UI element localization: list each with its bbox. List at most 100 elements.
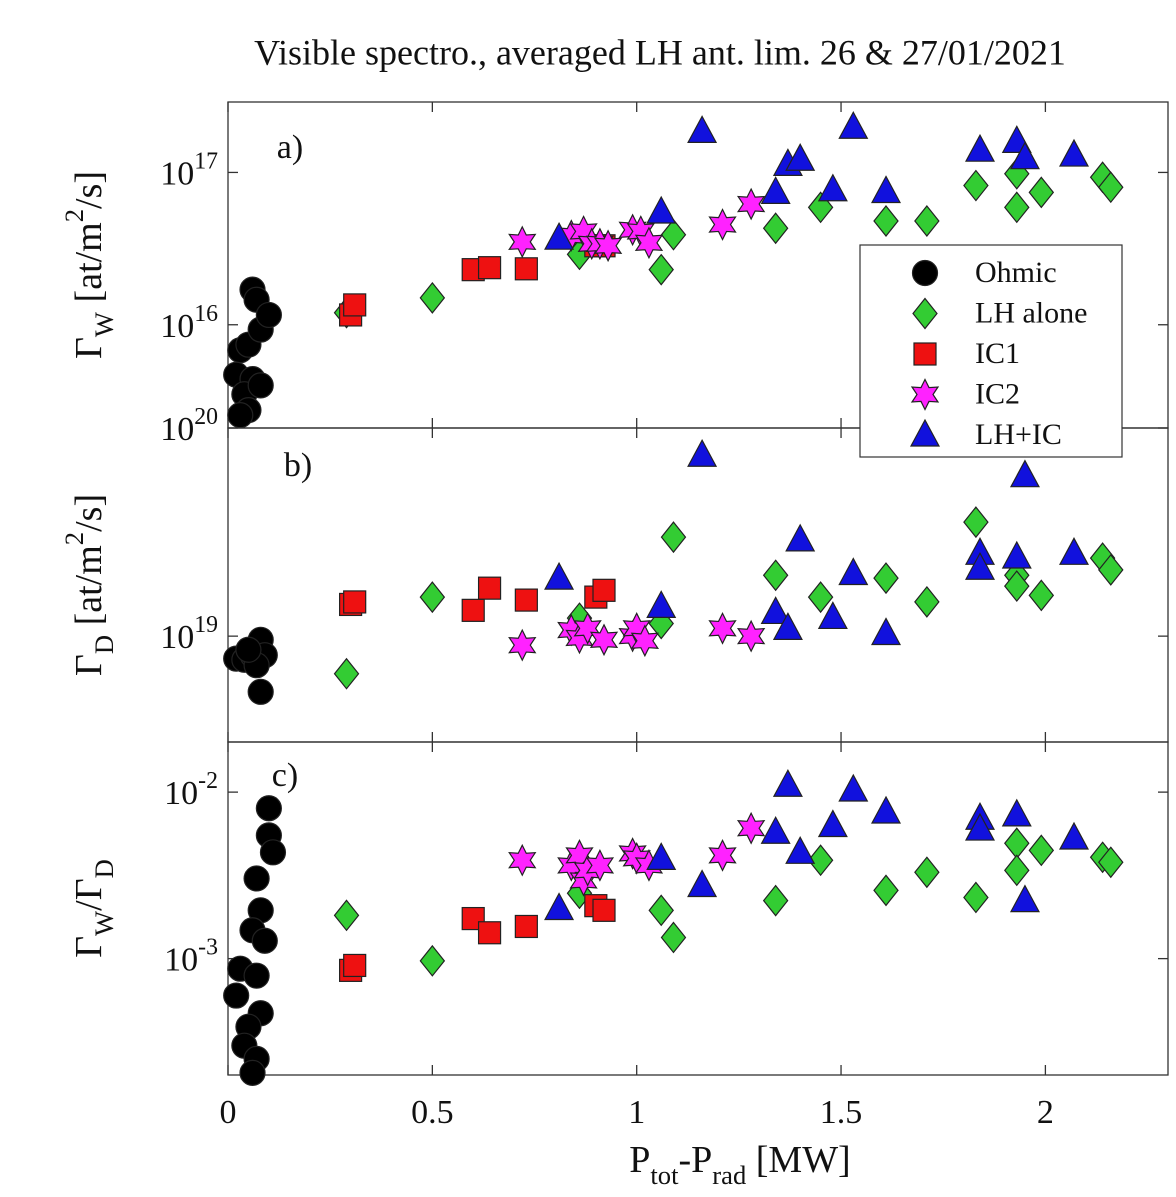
y-axis-label: ΓW [at/m2/s] [59, 171, 119, 359]
marker [247, 372, 274, 399]
marker [514, 914, 538, 939]
marker [964, 133, 996, 162]
legend-marker [910, 378, 940, 411]
marker [593, 229, 623, 263]
marker [243, 865, 270, 892]
panel-label: c) [272, 757, 298, 794]
marker [544, 892, 575, 921]
legend-marker [912, 297, 938, 330]
marker [736, 187, 766, 221]
marker [419, 281, 446, 314]
marker [255, 795, 282, 822]
marker [838, 773, 869, 802]
legend-label: IC2 [975, 377, 1020, 410]
marker [259, 839, 287, 866]
legend-label: Ohmic [975, 256, 1057, 289]
marker [870, 617, 902, 646]
marker [785, 143, 816, 171]
marker [785, 836, 816, 864]
marker [817, 809, 848, 838]
marker [589, 623, 619, 657]
legend-marker [911, 259, 939, 287]
marker [807, 844, 834, 877]
marker [585, 849, 615, 882]
marker [838, 110, 869, 139]
marker [243, 962, 270, 989]
marker [873, 874, 899, 907]
marker [1001, 798, 1032, 827]
legend-box [859, 244, 1123, 458]
marker [419, 944, 446, 977]
marker [646, 590, 677, 618]
marker [239, 1059, 266, 1086]
y-axis-label: ΓD [at/m2/s] [59, 494, 119, 676]
marker [1004, 191, 1030, 224]
x-tick-label: 1 [628, 1094, 645, 1131]
marker [544, 221, 575, 250]
plot-frame [227, 741, 1169, 1076]
legend-label: IC1 [975, 337, 1020, 370]
marker [255, 301, 282, 329]
y-tick-label: 1017 [160, 149, 218, 192]
marker [760, 176, 791, 204]
marker [514, 257, 538, 281]
marker [762, 884, 789, 917]
legend-label: LH+IC [975, 418, 1062, 451]
marker [964, 812, 996, 841]
marker [760, 815, 791, 844]
marker [648, 894, 674, 927]
marker [573, 611, 602, 645]
marker [1098, 846, 1124, 879]
marker [736, 811, 766, 845]
chart-title: Visible spectro., averaged LH ant. lim. … [254, 32, 1066, 72]
marker [1004, 570, 1030, 603]
panel-label: a) [277, 129, 303, 166]
marker [762, 212, 789, 245]
marker [634, 226, 664, 260]
marker [477, 576, 502, 600]
marker [544, 561, 575, 590]
marker [873, 205, 899, 237]
marker [762, 559, 789, 592]
marker [223, 982, 250, 1009]
marker [807, 581, 834, 614]
marker [477, 256, 502, 280]
marker [1009, 459, 1040, 488]
marker [477, 921, 502, 945]
y-tick-label: 1020 [160, 404, 218, 447]
marker [247, 678, 274, 705]
x-tick-label: 0 [220, 1094, 237, 1131]
marker [870, 795, 902, 824]
marker [914, 205, 940, 237]
marker [870, 175, 902, 204]
marker [343, 590, 367, 614]
marker [235, 636, 262, 663]
marker [1098, 553, 1124, 586]
marker [343, 953, 367, 978]
marker [785, 523, 816, 552]
y-tick-label: 1019 [160, 613, 218, 656]
marker [1004, 854, 1030, 887]
marker [1028, 834, 1055, 867]
marker [1058, 537, 1090, 565]
marker [646, 195, 677, 224]
marker [963, 169, 989, 202]
marker [964, 551, 996, 580]
x-tick-label: 1.5 [820, 1094, 863, 1131]
marker [343, 293, 367, 317]
marker [873, 562, 899, 595]
marker [508, 843, 537, 877]
marker [1028, 579, 1055, 612]
marker [508, 225, 537, 259]
x-tick-label: 0.5 [411, 1094, 454, 1131]
marker [660, 921, 687, 954]
legend-label: LH alone [975, 296, 1087, 329]
marker [914, 856, 940, 889]
marker [333, 899, 360, 932]
marker [660, 521, 687, 554]
y-tick-label: 1016 [160, 301, 218, 344]
marker [687, 115, 718, 143]
marker [648, 253, 674, 286]
marker [963, 506, 989, 539]
